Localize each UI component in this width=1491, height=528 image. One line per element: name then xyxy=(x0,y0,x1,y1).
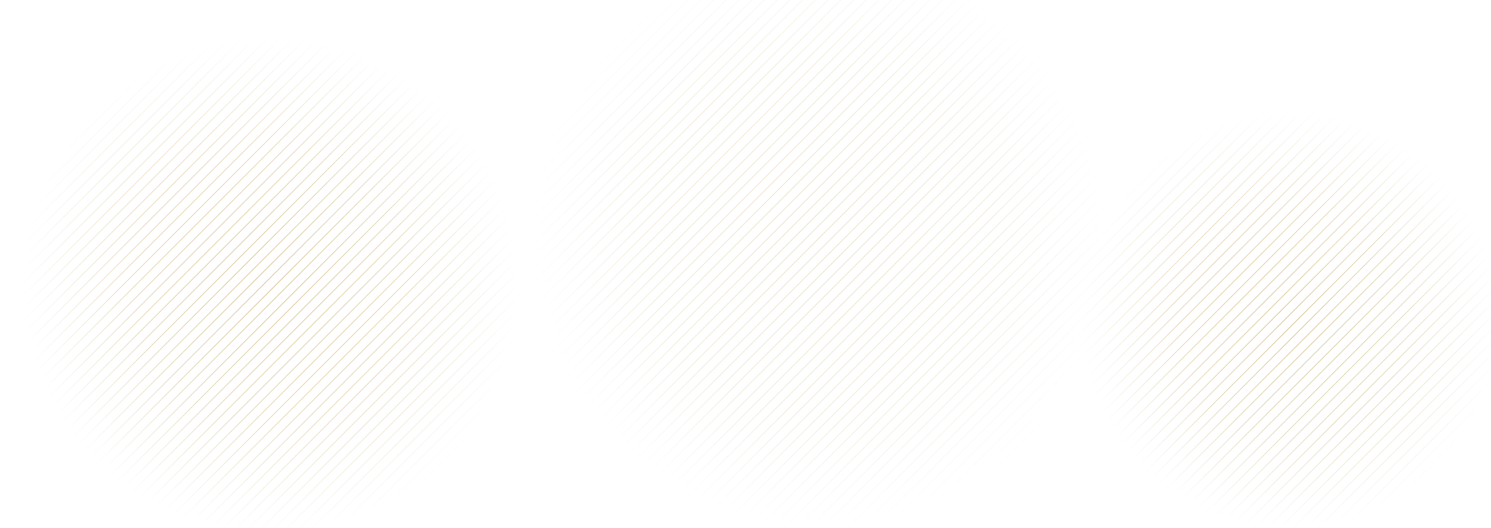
decorative-background xyxy=(0,0,1491,528)
diagonal-line-pattern xyxy=(0,0,1491,528)
